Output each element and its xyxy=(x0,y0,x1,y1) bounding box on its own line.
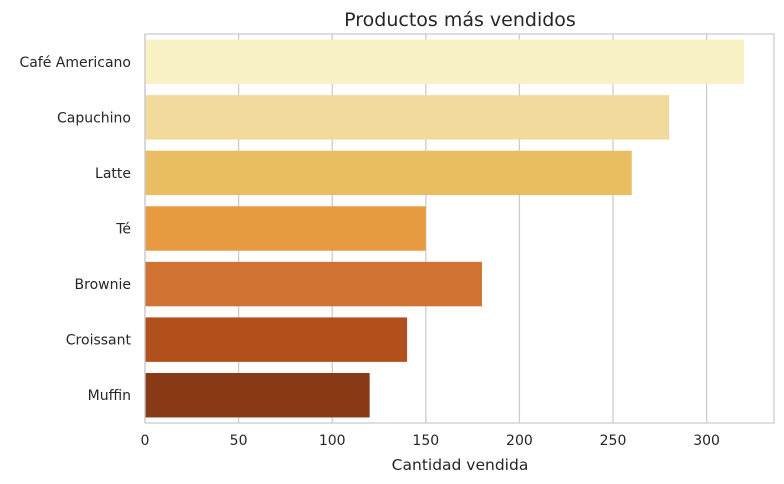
x-tick-label: 100 xyxy=(319,433,346,449)
x-tick-label: 250 xyxy=(600,433,627,449)
x-tick-label: 0 xyxy=(141,433,150,449)
y-tick-label: Latte xyxy=(95,166,131,182)
y-tick-label: Capuchino xyxy=(57,110,131,126)
x-axis-label: Cantidad vendida xyxy=(392,456,529,474)
bar xyxy=(145,95,670,140)
plot-frame xyxy=(144,33,775,424)
y-tick-label: Té xyxy=(115,222,131,238)
bars xyxy=(145,39,745,418)
x-tick-label: 50 xyxy=(230,433,248,449)
bar xyxy=(145,261,482,307)
y-tick-labels: Café Americano Capuchino Latte Té Brownie Cro… xyxy=(19,55,131,404)
y-tick-label: Brownie xyxy=(75,277,131,293)
y-tick-label: Café Americano xyxy=(19,55,131,71)
chart-title: Productos más vendidos xyxy=(344,9,576,31)
bar xyxy=(145,206,426,251)
bar xyxy=(145,150,632,196)
x-tick-label: 200 xyxy=(506,433,533,449)
y-tick-label: Muffin xyxy=(88,388,131,404)
bar xyxy=(145,372,370,418)
bar xyxy=(145,317,408,362)
x-tick-labels: 0 50 100 150 200 250 300 xyxy=(141,433,720,449)
x-tick-label: 150 xyxy=(412,433,439,449)
bar xyxy=(145,39,745,85)
x-tick-label: 300 xyxy=(693,433,720,449)
y-tick-label: Croissant xyxy=(66,333,132,349)
